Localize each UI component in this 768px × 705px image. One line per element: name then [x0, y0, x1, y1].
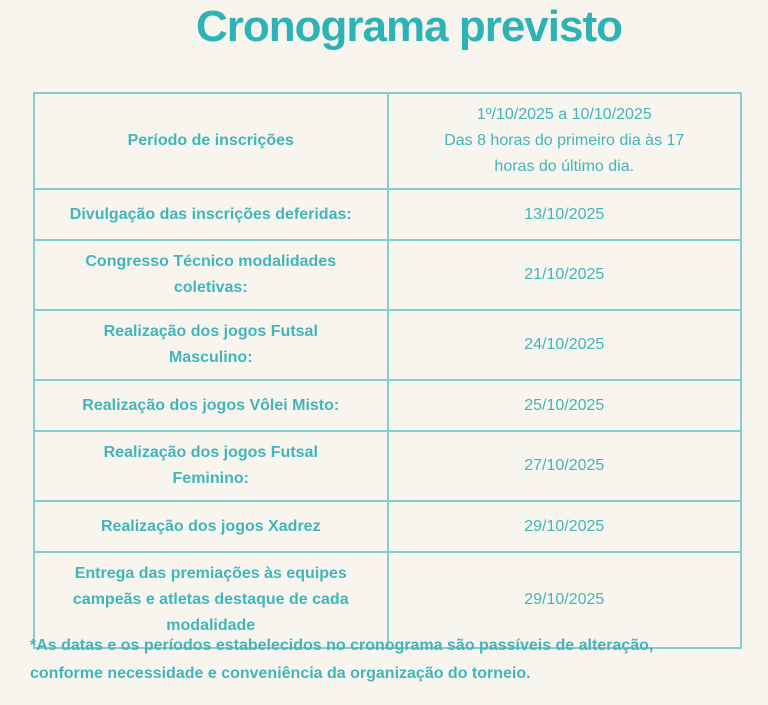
event-label: Realização dos jogos Futsal Feminino: [33, 430, 389, 502]
event-date: 13/10/2025 [386, 188, 742, 241]
event-label: Entrega das premiações às equipes campeã… [33, 551, 389, 649]
table-row: Realização dos jogos Xadrez 29/10/2025 [33, 500, 742, 553]
page-title: Cronograma previsto [196, 2, 623, 51]
event-date: 21/10/2025 [386, 239, 742, 311]
event-label: Período de inscrições [33, 92, 389, 190]
footnote: *As datas e os períodos estabelecidos no… [30, 637, 654, 682]
table-row: Realização dos jogos Futsal Feminino: 27/… [33, 430, 742, 502]
event-date: 29/10/2025 [386, 551, 742, 649]
event-date: 1º/10/2025 a 10/10/2025 Das 8 horas do p… [386, 92, 742, 190]
event-date: 27/10/2025 [386, 430, 742, 502]
schedule-table: Período de inscrições 1º/10/2025 a 10/10/… [33, 92, 742, 649]
event-label: Congresso Técnico modalidades coletivas: [33, 239, 389, 311]
table-row: Realização dos jogos Futsal Masculino: 24… [33, 309, 742, 381]
event-date: 25/10/2025 [386, 379, 742, 432]
event-date: 29/10/2025 [386, 500, 742, 553]
table-row: Divulgação das inscrições deferidas: 13/1… [33, 188, 742, 241]
schedule-table-body: Período de inscrições 1º/10/2025 a 10/10/… [33, 92, 742, 649]
table-row: Entrega das premiações às equipes campeã… [33, 551, 742, 649]
event-label: Realização dos jogos Vôlei Misto: [33, 379, 389, 432]
event-date: 24/10/2025 [386, 309, 742, 381]
event-label: Realização dos jogos Xadrez [33, 500, 389, 553]
event-label: Divulgação das inscrições deferidas: [33, 188, 389, 241]
event-label: Realização dos jogos Futsal Masculino: [33, 309, 389, 381]
table-row: Período de inscrições 1º/10/2025 a 10/10/… [33, 92, 742, 190]
table-row: Congresso Técnico modalidades coletivas:… [33, 239, 742, 311]
table-row: Realização dos jogos Vôlei Misto: 25/10/2… [33, 379, 742, 432]
